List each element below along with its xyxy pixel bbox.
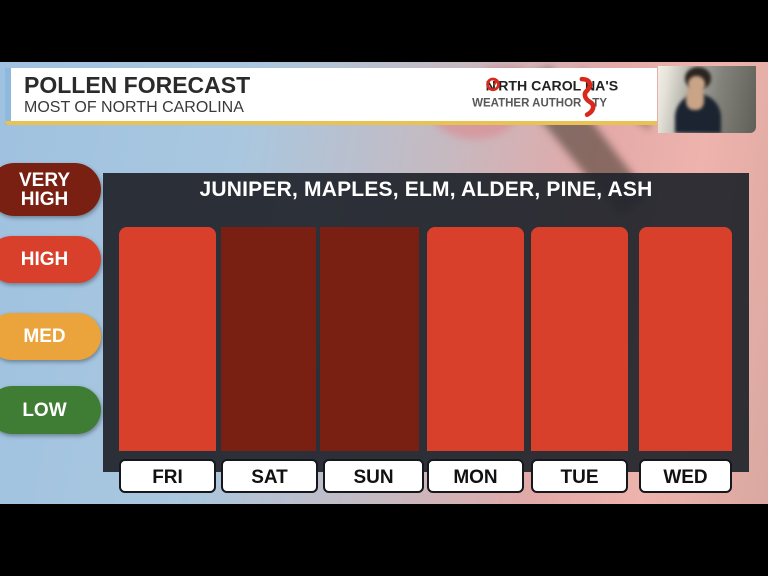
svg-text:RTH CAROL: RTH CAROL: [498, 78, 581, 94]
svg-text:WEATHER AUTHOR: WEATHER AUTHOR: [472, 97, 582, 109]
